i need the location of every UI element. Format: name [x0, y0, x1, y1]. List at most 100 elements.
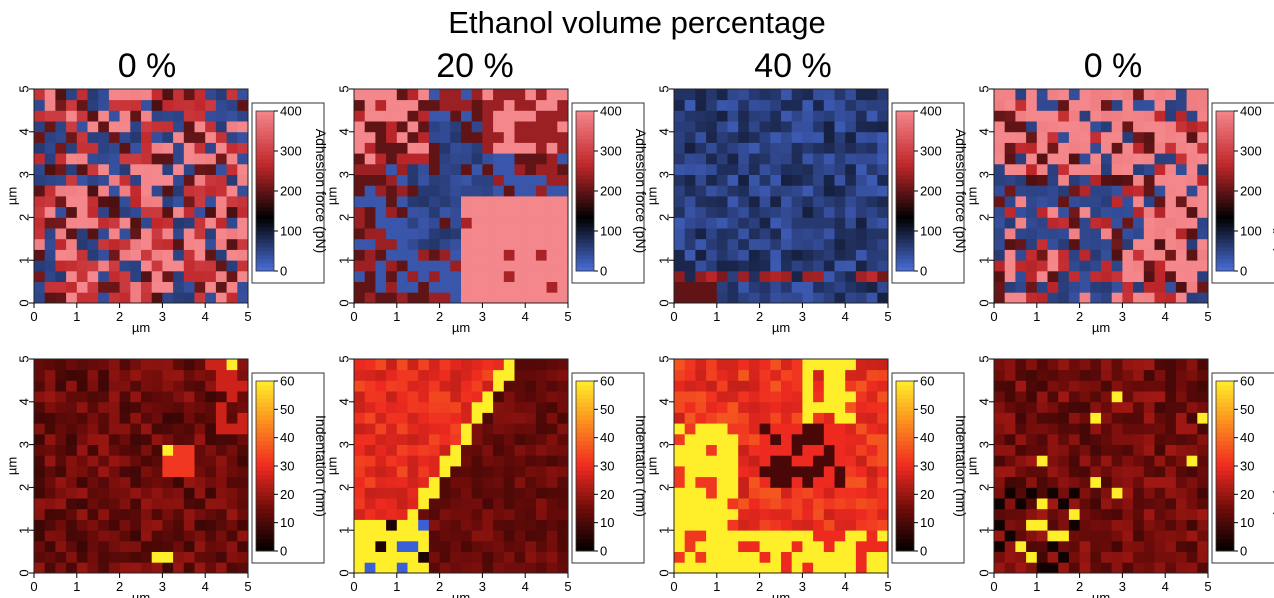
colorbar-segment: [896, 529, 914, 535]
heatmap-cell: [1047, 260, 1059, 272]
heatmap-cell: [205, 281, 217, 293]
heatmap-cell: [98, 423, 110, 435]
heatmap-cell: [66, 551, 78, 563]
heatmap-cell: [1036, 270, 1048, 282]
heatmap-cell: [557, 530, 569, 542]
heatmap-cell: [482, 551, 494, 563]
heatmap-cell: [354, 369, 366, 381]
heatmap-cell: [1047, 281, 1059, 293]
colorbar-segment: [256, 449, 274, 454]
heatmap-cell: [461, 281, 473, 293]
heatmap-cell: [716, 260, 728, 272]
heatmap-cell: [493, 249, 505, 261]
heatmap-cell: [1186, 551, 1198, 563]
heatmap-cell: [450, 380, 462, 392]
heatmap-cell: [770, 99, 782, 111]
heatmap-cell: [130, 380, 142, 392]
heatmap-cell: [525, 476, 537, 488]
heatmap-cell: [684, 508, 696, 520]
heatmap-cell: [813, 163, 825, 175]
heatmap-cell: [141, 174, 153, 186]
heatmap-cell: [226, 196, 238, 208]
heatmap-cell: [813, 444, 825, 456]
heatmap-cell: [802, 206, 814, 218]
heatmap-cell: [354, 401, 366, 413]
heatmap-cell: [1111, 185, 1123, 197]
heatmap-cell: [162, 270, 174, 282]
heatmap-cell: [439, 369, 451, 381]
heatmap-cell: [791, 433, 803, 445]
heatmap-cell: [1090, 206, 1102, 218]
heatmap-cell: [791, 412, 803, 424]
heatmap-cell: [503, 391, 515, 403]
colorbar-segment: [896, 155, 914, 160]
heatmap-cell: [428, 131, 440, 143]
colorbar-segment: [576, 432, 594, 437]
colorbar-segment: [1216, 427, 1234, 433]
heatmap-cell: [450, 530, 462, 542]
heatmap-cell: [450, 238, 462, 250]
heatmap-cell: [151, 551, 163, 563]
colorbar-tick-label: 30: [600, 459, 614, 474]
heatmap-cell: [375, 228, 387, 240]
heatmap-cell: [482, 369, 494, 381]
colorbar-segment: [896, 470, 914, 475]
heatmap-cell: [461, 508, 473, 520]
heatmap-cell: [557, 206, 569, 218]
heatmap-cell: [748, 519, 760, 531]
heatmap-cell: [1165, 423, 1177, 435]
colorbar-segment: [1216, 211, 1234, 216]
heatmap-cell: [162, 228, 174, 240]
colorbar-segment: [1216, 406, 1234, 412]
heatmap-cell: [1047, 196, 1059, 208]
heatmap-cell: [770, 196, 782, 208]
heatmap-cell: [1079, 228, 1091, 240]
heatmap-cell: [674, 270, 686, 282]
heatmap-cell: [141, 423, 153, 435]
heatmap-cell: [1015, 238, 1027, 250]
heatmap-cell: [461, 174, 473, 186]
heatmap-cell: [1090, 131, 1102, 143]
heatmap-cell: [375, 412, 387, 424]
heatmap-cell: [151, 260, 163, 272]
indentation-panel-4: 012345012345µmµm0102030405060Indentation…: [964, 355, 1274, 598]
heatmap-cell: [781, 359, 793, 371]
heatmap-cell: [823, 142, 835, 154]
heatmap-cell: [194, 131, 206, 143]
heatmap-cell: [44, 455, 56, 467]
heatmap-cell: [684, 249, 696, 261]
colorbar-segment: [576, 449, 594, 454]
heatmap-cell: [1068, 359, 1080, 371]
heatmap-cell: [162, 206, 174, 218]
heatmap-cell: [877, 423, 889, 435]
heatmap-cell: [1047, 487, 1059, 499]
heatmap-cell: [1036, 228, 1048, 240]
heatmap-cell: [87, 540, 99, 552]
heatmap-cell: [684, 423, 696, 435]
heatmap-cell: [1111, 228, 1123, 240]
heatmap-cell: [226, 466, 238, 478]
heatmap-cell: [994, 217, 1006, 229]
heatmap-cell: [439, 466, 451, 478]
heatmap-cell: [1068, 455, 1080, 467]
heatmap-cell: [546, 476, 558, 488]
heatmap-cell: [1036, 249, 1048, 261]
heatmap-cell: [1111, 359, 1123, 371]
heatmap-cell: [855, 476, 867, 488]
x-tick-label: 5: [244, 579, 251, 594]
heatmap-cell: [727, 163, 739, 175]
x-tick-label: 1: [73, 579, 80, 594]
colorbar-tick-label: 0: [920, 264, 927, 279]
heatmap-cell: [716, 401, 728, 413]
heatmap-cell: [1165, 217, 1177, 229]
heatmap-cell: [1036, 99, 1048, 111]
heatmap-cell: [514, 206, 526, 218]
heatmap-cell: [493, 185, 505, 197]
heatmap-cell: [802, 423, 814, 435]
heatmap-cell: [503, 196, 515, 208]
heatmap-cell: [482, 444, 494, 456]
heatmap-cell: [546, 401, 558, 413]
heatmap-cell: [1175, 153, 1187, 165]
colorbar-segment: [896, 183, 914, 188]
heatmap-cell: [141, 498, 153, 510]
